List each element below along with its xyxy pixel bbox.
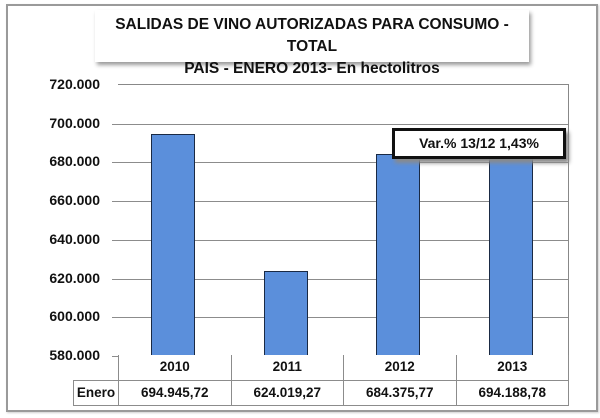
table-value-2012: 684.375,77 — [343, 380, 457, 406]
bar-2012 — [376, 153, 421, 356]
table-value-2013: 694.188,78 — [455, 380, 569, 406]
gridline — [112, 201, 568, 203]
table-header-2010: 2010 — [118, 355, 232, 381]
gridline — [112, 162, 568, 164]
y-tick-label: 580.000 — [49, 347, 100, 363]
bar-2010 — [151, 133, 196, 356]
table-value-2010: 694.945,72 — [118, 380, 232, 406]
plot-area — [112, 84, 569, 357]
bar-2011 — [263, 270, 308, 356]
chart-title-line-1: SALIDAS DE VINO AUTORIZADAS PARA CONSUMO… — [115, 16, 509, 55]
bar-2013 — [488, 134, 533, 356]
table-header-2013: 2013 — [455, 355, 569, 381]
y-tick-label: 640.000 — [49, 230, 100, 247]
gridline — [112, 278, 568, 280]
y-tick-label: 620.000 — [49, 269, 100, 286]
table-header-2011: 2011 — [230, 355, 344, 381]
chart-title-line-2: PAIS - ENERO 2013- En hectolitros — [184, 60, 440, 77]
y-tick-label: 720.000 — [49, 76, 100, 92]
gridline — [112, 239, 568, 241]
gridline — [112, 317, 568, 319]
y-tick-label: 600.000 — [49, 308, 100, 325]
chart-title-box: SALIDAS DE VINO AUTORIZADAS PARA CONSUMO… — [95, 10, 529, 77]
table-header-2012: 2012 — [343, 355, 457, 381]
y-tick-label: 700.000 — [49, 114, 100, 131]
variation-annotation: Var.% 13/12 1,43% — [392, 128, 566, 159]
y-tick-label: 680.000 — [49, 153, 100, 170]
table-row-label: Enero — [73, 380, 119, 406]
gridline — [112, 123, 568, 125]
y-tick-label: 660.000 — [49, 192, 100, 209]
table-value-2011: 624.019,27 — [230, 380, 344, 406]
